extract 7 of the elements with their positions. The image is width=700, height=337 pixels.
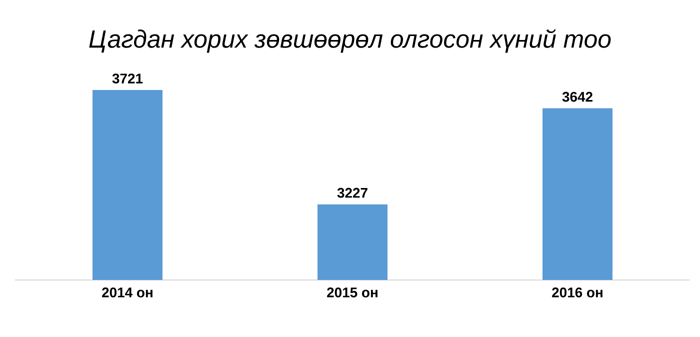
data-label: 3721 [112,74,143,84]
x-tick-label: 2015 он [327,288,378,298]
data-label: 3227 [337,188,368,198]
x-tick-label: 2016 он [552,288,602,298]
data-label: 3642 [562,92,592,102]
x-tick-label: 2014 он [102,288,152,298]
chart-title: Цагдан хорих зөвшөөрөл олгосон хүний тоо [89,29,611,53]
